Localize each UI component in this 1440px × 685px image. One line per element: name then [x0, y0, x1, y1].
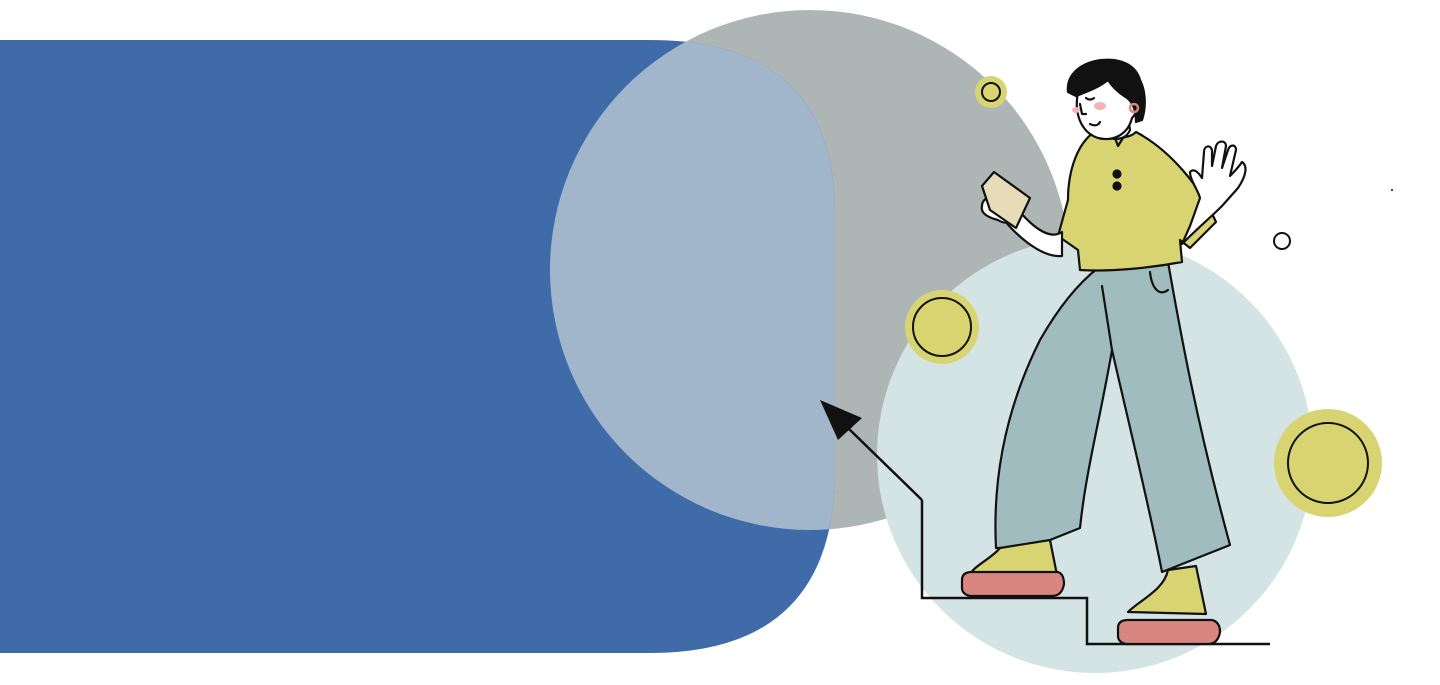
coin-icon [1273, 232, 1291, 250]
coin-icon [1274, 409, 1382, 517]
person-climbing-stairs-icon [960, 58, 1247, 646]
overlap-lens [550, 40, 835, 530]
dot-decoration [1391, 189, 1393, 191]
arrow-up-left-icon [820, 400, 923, 501]
coin-icon [905, 290, 979, 364]
phone-icon [980, 170, 1032, 230]
coin-icon [975, 76, 1007, 108]
